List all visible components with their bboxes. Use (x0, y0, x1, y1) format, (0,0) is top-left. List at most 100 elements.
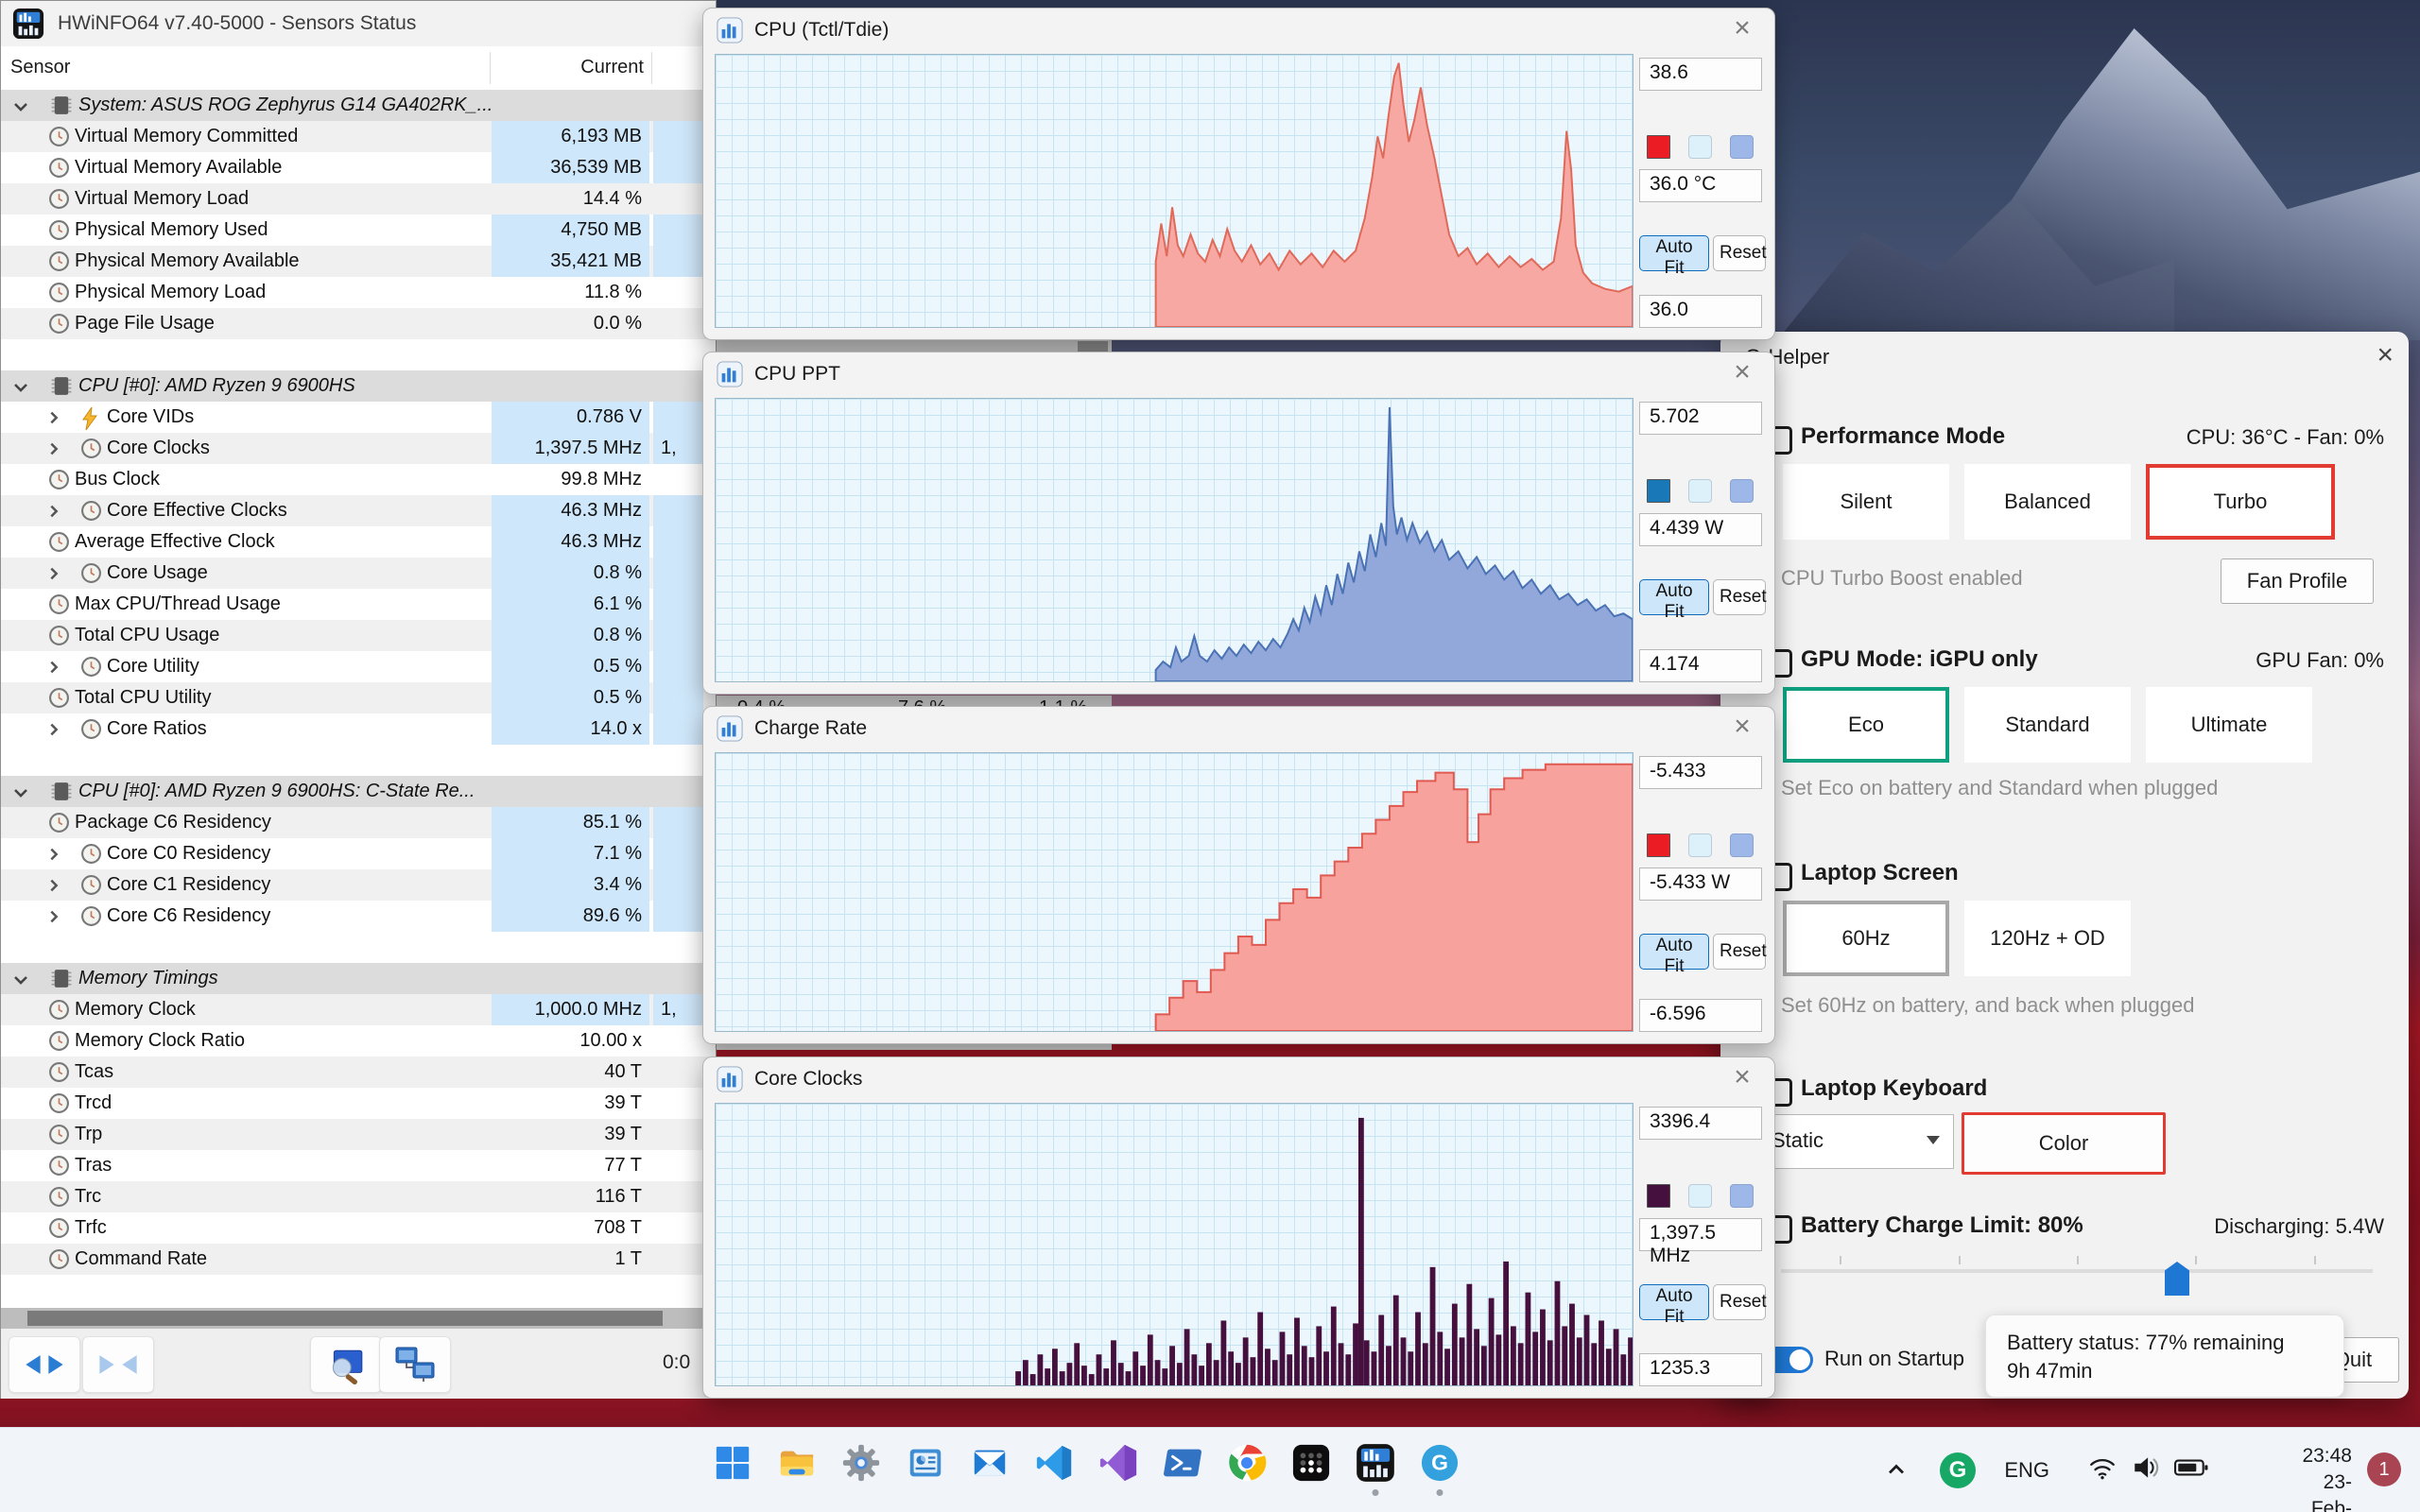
language-indicator[interactable]: ENG (2004, 1458, 2049, 1482)
chevron-right-icon[interactable] (46, 440, 61, 457)
sensor-group-header[interactable]: Memory Timings (1, 963, 716, 994)
quick-settings-group[interactable] (2068, 1439, 2227, 1500)
sensor-row[interactable]: Memory Clock Ratio 10.00 x (1, 1025, 716, 1057)
sensor-row[interactable]: Core C6 Residency 89.6 % (1, 901, 716, 932)
sensor-row[interactable]: Command Rate 1 T (1, 1244, 716, 1275)
close-icon[interactable]: × (1734, 1061, 1751, 1092)
chevron-down-icon[interactable] (12, 379, 29, 396)
balanced-mode-button[interactable]: Balanced (1964, 464, 2131, 540)
sensor-group-header[interactable]: System: ASUS ROG Zephyrus G14 GA402RK_..… (1, 90, 716, 121)
sensor-row[interactable]: Max CPU/Thread Usage 6.1 % (1, 589, 716, 620)
auto-fit-button[interactable]: Auto Fit (1639, 934, 1709, 976)
column-header-current[interactable]: Current (580, 57, 644, 77)
sensor-row[interactable]: Core C0 Residency 7.1 % (1, 838, 716, 869)
grid-color-swatch[interactable] (1730, 135, 1754, 159)
graph-titlebar[interactable]: CPU (Tctl/Tdie) × (703, 9, 1774, 52)
fan-profile-button[interactable]: Fan Profile (2221, 558, 2374, 604)
grid-color-swatch[interactable] (1730, 1184, 1754, 1208)
sensor-row[interactable]: Virtual Memory Committed 6,193 MB (1, 121, 716, 152)
background-color-swatch[interactable] (1688, 1184, 1712, 1208)
silent-mode-button[interactable]: Silent (1783, 464, 1949, 540)
chrome-taskbar-icon[interactable] (1225, 1441, 1269, 1485)
vstudio-taskbar-icon[interactable] (1097, 1441, 1140, 1485)
battery-limit-slider[interactable] (1781, 1256, 2373, 1296)
slider-handle[interactable] (2165, 1262, 2189, 1296)
graph-titlebar[interactable]: Core Clocks × (703, 1057, 1774, 1101)
turbo-mode-button[interactable]: Turbo (2146, 464, 2335, 540)
notification-badge[interactable]: 1 (2367, 1452, 2401, 1486)
background-color-swatch[interactable] (1688, 135, 1712, 159)
sensor-row[interactable]: Core Ratios 14.0 x (1, 713, 716, 745)
grid-color-swatch[interactable] (1730, 833, 1754, 857)
sensor-row[interactable]: Trp 39 T (1, 1119, 716, 1150)
hwinfo-horizontal-scrollbar[interactable] (1, 1308, 717, 1329)
sensor-row[interactable]: Virtual Memory Load 14.4 % (1, 183, 716, 215)
explorer-taskbar-icon[interactable] (775, 1441, 819, 1485)
chevron-right-icon[interactable] (46, 659, 61, 676)
sensor-row[interactable]: Memory Clock 1,000.0 MHz 1, (1, 994, 716, 1025)
background-color-swatch[interactable] (1688, 479, 1712, 503)
sensor-row[interactable]: Page File Usage 0.0 % (1, 308, 716, 339)
auto-fit-button[interactable]: Auto Fit (1639, 1284, 1709, 1327)
reset-button[interactable]: Reset (1713, 1284, 1767, 1320)
screen-capture-button[interactable] (310, 1336, 382, 1393)
close-icon[interactable]: × (1734, 356, 1751, 387)
chevron-down-icon[interactable] (12, 784, 29, 801)
keyboard-color-button[interactable]: Color (1962, 1112, 2166, 1175)
dots-app-taskbar-icon[interactable] (1289, 1441, 1333, 1485)
chevron-right-icon[interactable] (46, 409, 61, 426)
chevron-down-icon[interactable] (12, 971, 29, 988)
sensor-row[interactable]: Tcas 40 T (1, 1057, 716, 1088)
graph-titlebar[interactable]: Charge Rate × (703, 707, 1774, 750)
sensor-row[interactable]: Physical Memory Used 4,750 MB (1, 215, 716, 246)
sensor-row[interactable]: Core Usage 0.8 % (1, 558, 716, 589)
vscode-taskbar-icon[interactable] (1032, 1441, 1076, 1485)
reset-button[interactable]: Reset (1713, 579, 1767, 615)
mail-taskbar-icon[interactable] (968, 1441, 1011, 1485)
series-color-swatch[interactable] (1647, 479, 1670, 503)
keyboard-backlight-dropdown[interactable]: Static (1744, 1114, 1954, 1169)
hwinfo-taskbar-icon[interactable] (1354, 1441, 1397, 1496)
sensor-row[interactable]: Trcd 39 T (1, 1088, 716, 1119)
background-color-swatch[interactable] (1688, 833, 1712, 857)
settings-taskbar-icon[interactable] (839, 1441, 883, 1485)
sensor-group-header[interactable]: CPU [#0]: AMD Ryzen 9 6900HS (1, 370, 716, 402)
eco-gpu-button[interactable]: Eco (1783, 687, 1949, 763)
sensor-row[interactable]: Average Effective Clock 46.3 MHz (1, 526, 716, 558)
ultimate-gpu-button[interactable]: Ultimate (2146, 687, 2312, 763)
tray-chevron-up-icon[interactable] (1883, 1456, 1910, 1487)
collapse-columns-button[interactable] (82, 1336, 154, 1393)
chevron-right-icon[interactable] (46, 846, 61, 863)
reset-button[interactable]: Reset (1713, 934, 1767, 970)
clock[interactable]: 23:48 23-Feb-23 (2302, 1443, 2352, 1512)
expand-columns-button[interactable] (9, 1336, 80, 1393)
auto-fit-button[interactable]: Auto Fit (1639, 235, 1709, 278)
sensor-row[interactable]: Physical Memory Available 35,421 MB (1, 246, 716, 277)
refresh-60hz-button[interactable]: 60Hz (1783, 901, 1949, 976)
sensor-row[interactable]: Core C1 Residency 3.4 % (1, 869, 716, 901)
sensor-row[interactable]: Core Effective Clocks 46.3 MHz (1, 495, 716, 526)
series-color-swatch[interactable] (1647, 135, 1670, 159)
auto-fit-button[interactable]: Auto Fit (1639, 579, 1709, 622)
chevron-down-icon[interactable] (12, 98, 29, 115)
hwinfo-titlebar[interactable]: HWiNFO64 v7.40-5000 - Sensors Status (1, 1, 716, 47)
reset-button[interactable]: Reset (1713, 235, 1767, 271)
powershell-taskbar-icon[interactable] (1161, 1441, 1204, 1485)
refresh-120hz-button[interactable]: 120Hz + OD (1964, 901, 2131, 976)
series-color-swatch[interactable] (1647, 833, 1670, 857)
chevron-right-icon[interactable] (46, 503, 61, 520)
chevron-right-icon[interactable] (46, 565, 61, 582)
remote-monitoring-button[interactable] (379, 1336, 451, 1393)
sensor-row[interactable]: Virtual Memory Available 36,539 MB (1, 152, 716, 183)
sensor-row[interactable]: Core Clocks 1,397.5 MHz 1, (1, 433, 716, 464)
chevron-right-icon[interactable] (46, 721, 61, 738)
close-icon[interactable]: × (1734, 12, 1751, 43)
sensor-row[interactable]: Bus Clock 99.8 MHz (1, 464, 716, 495)
close-icon[interactable]: × (1734, 711, 1751, 742)
sensor-row[interactable]: Total CPU Utility 0.5 % (1, 682, 716, 713)
sensor-row[interactable]: Package C6 Residency 85.1 % (1, 807, 716, 838)
sensor-row[interactable]: Total CPU Usage 0.8 % (1, 620, 716, 651)
sensor-row[interactable]: Core VIDs 0.786 V (1, 402, 716, 433)
sensor-group-header[interactable]: CPU [#0]: AMD Ryzen 9 6900HS: C-State Re… (1, 776, 716, 807)
graph-titlebar[interactable]: CPU PPT × (703, 352, 1774, 396)
